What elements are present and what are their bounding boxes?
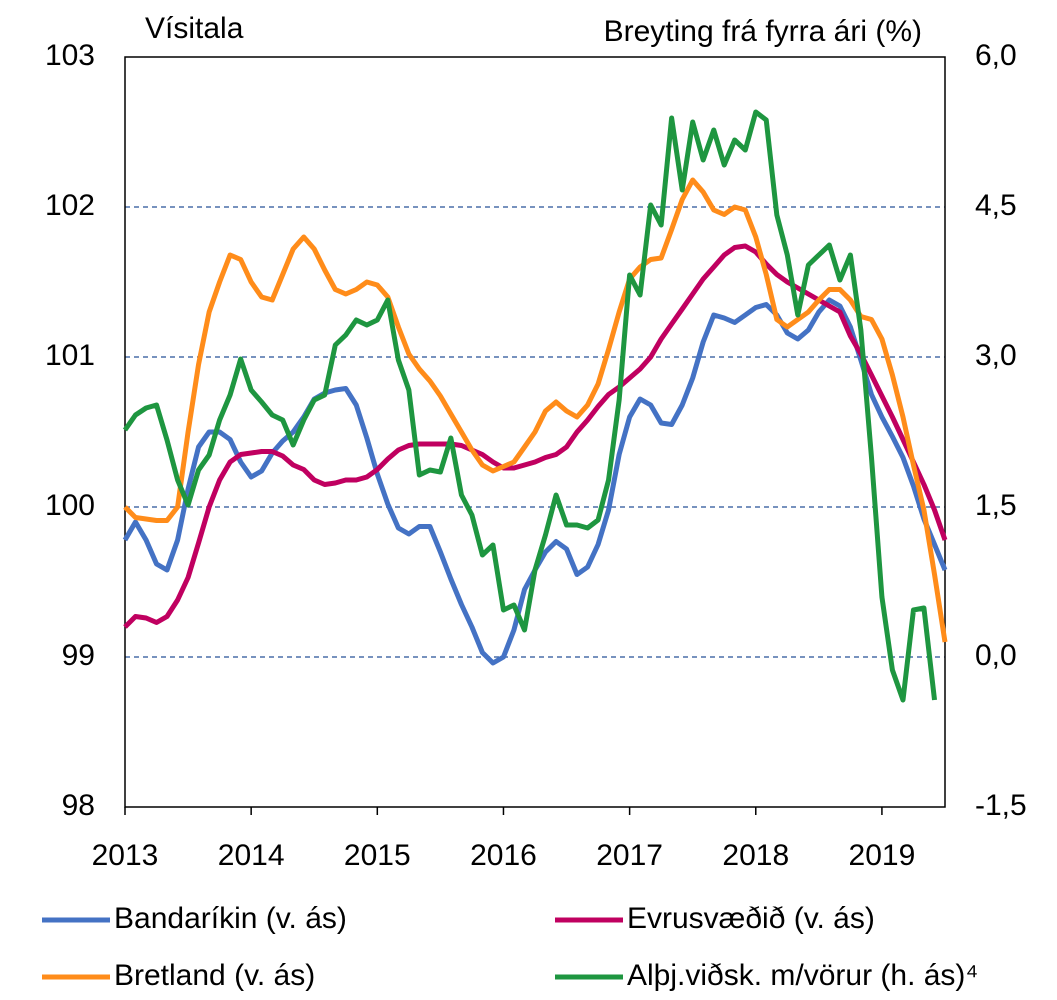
y2-tick-label: 4,5 <box>975 189 1017 222</box>
x-tick-label: 2017 <box>596 839 663 872</box>
series-line <box>122 109 938 703</box>
legend-label: Bretland (v. ás) <box>114 959 315 992</box>
y2-tick-label: -1,5 <box>975 789 1027 822</box>
plot-frame <box>124 56 946 808</box>
y2-tick-label: 3,0 <box>975 339 1017 372</box>
series-line <box>122 297 948 666</box>
y-tick-label: 102 <box>45 189 95 222</box>
y2-tick-label: 0,0 <box>975 639 1017 672</box>
legend-label: Alþj.viðsk. m/vörur (h. ás)⁴ <box>627 959 978 992</box>
y-tick-label: 101 <box>45 339 95 372</box>
y2-tick-label: 1,5 <box>975 489 1017 522</box>
x-tick-label: 2019 <box>849 839 916 872</box>
x-tick-label: 2013 <box>92 839 159 872</box>
y2-tick-label: 6,0 <box>975 39 1017 72</box>
legend-label: Evrusvæðið (v. ás) <box>627 902 875 935</box>
x-tick-label: 2018 <box>722 839 789 872</box>
y-tick-label: 100 <box>45 489 95 522</box>
y-tick-label: 99 <box>62 639 95 672</box>
y2-axis-label: Breyting frá fyrra ári (%) <box>604 15 922 48</box>
y-tick-label: 98 <box>62 789 95 822</box>
series-line <box>123 177 948 643</box>
legend-label: Bandaríkin (v. ás) <box>114 902 347 935</box>
y-tick-label: 103 <box>45 39 95 72</box>
y-axis-label: Vísitala <box>145 12 244 45</box>
x-tick-label: 2016 <box>470 839 537 872</box>
x-tick-label: 2014 <box>218 839 285 872</box>
x-tick-label: 2015 <box>344 839 411 872</box>
series-line <box>123 243 948 629</box>
